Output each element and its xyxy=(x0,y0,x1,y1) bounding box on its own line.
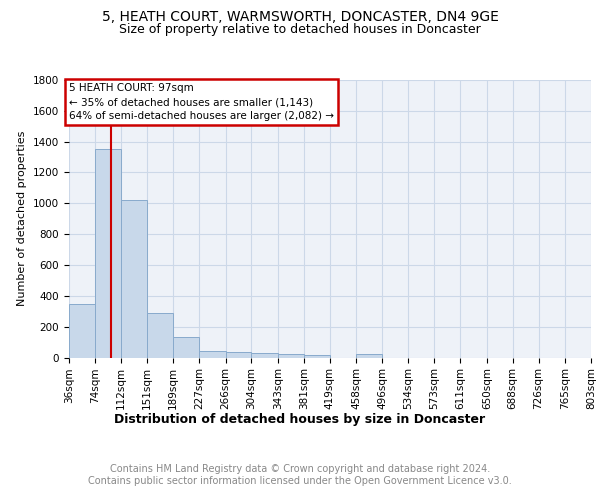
Text: Size of property relative to detached houses in Doncaster: Size of property relative to detached ho… xyxy=(119,22,481,36)
Bar xyxy=(304,355,329,358)
Text: 5, HEATH COURT, WARMSWORTH, DONCASTER, DN4 9GE: 5, HEATH COURT, WARMSWORTH, DONCASTER, D… xyxy=(101,10,499,24)
Bar xyxy=(173,338,199,357)
Text: Distribution of detached houses by size in Doncaster: Distribution of detached houses by size … xyxy=(115,412,485,426)
Text: Contains public sector information licensed under the Open Government Licence v3: Contains public sector information licen… xyxy=(88,476,512,486)
Text: Contains HM Land Registry data © Crown copyright and database right 2024.: Contains HM Land Registry data © Crown c… xyxy=(110,464,490,474)
Bar xyxy=(251,353,278,358)
Text: 5 HEATH COURT: 97sqm
← 35% of detached houses are smaller (1,143)
64% of semi-de: 5 HEATH COURT: 97sqm ← 35% of detached h… xyxy=(69,84,334,122)
Bar xyxy=(356,354,382,358)
Y-axis label: Number of detached properties: Number of detached properties xyxy=(17,131,28,306)
Bar xyxy=(147,313,173,358)
Bar xyxy=(278,354,304,358)
Bar xyxy=(95,150,121,358)
Bar xyxy=(121,200,147,358)
Bar xyxy=(199,352,226,358)
Bar xyxy=(69,304,95,358)
Bar xyxy=(226,352,251,358)
